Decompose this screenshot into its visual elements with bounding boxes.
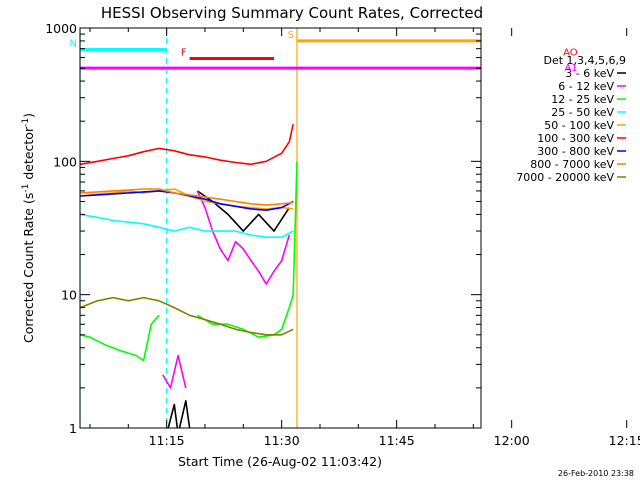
series-6-line-0 (80, 190, 294, 211)
series-2-line-0 (80, 314, 160, 362)
series-1-line-0 (162, 354, 187, 389)
series-8 (80, 289, 640, 354)
legend-label-2: 12 - 25 keV (551, 93, 614, 106)
series-2-line-2 (581, 275, 640, 335)
x-tick-label-4: 12:15 (609, 433, 640, 448)
annotation-label-0: N (70, 38, 77, 49)
chart-title: HESSI Observing Summary Count Rates, Cor… (101, 4, 483, 22)
y-tick-label-1: 10 (61, 288, 77, 303)
legend-label-4: 50 - 100 keV (544, 119, 614, 132)
annotation-label-3: F (181, 48, 187, 59)
legend-title: Det 1,3,4,5,6,9 (543, 54, 626, 67)
series-8-line-1 (581, 289, 640, 354)
series-7 (80, 188, 294, 206)
series-8-line-0 (80, 296, 294, 336)
series-7-line-0 (80, 188, 294, 206)
annotation-label-4: AO (563, 48, 578, 59)
annotation-label-5: A1 (564, 63, 577, 74)
legend-label-5: 100 - 300 keV (537, 132, 614, 145)
x-axis-label: Start Time (26-Aug-02 11:03:42) (178, 454, 382, 469)
series-2-line-1 (196, 161, 298, 338)
y-axis-label: Corrected Count Rate (s-1 detector-1) (21, 113, 36, 343)
y-tick-label-2: 100 (53, 154, 77, 169)
legend-label-6: 300 - 800 keV (537, 145, 614, 158)
series-3-line-1 (581, 202, 640, 232)
legend-label-1: 6 - 12 keV (558, 80, 614, 93)
series-3-line-0 (80, 213, 294, 238)
x-tick-label-3: 12:00 (494, 433, 530, 448)
series-0-line-2 (577, 364, 612, 428)
legend-label-7: 800 - 7000 keV (530, 158, 614, 171)
series-4-line-0 (80, 188, 294, 210)
y-tick-label-3: 1000 (45, 21, 77, 36)
legend-label-0: 3 - 6 keV (565, 67, 614, 80)
plot-frame (79, 27, 482, 429)
series-5 (80, 124, 294, 166)
legend-label-8: 7000 - 20000 keV (516, 171, 614, 184)
series-0-line-3 (619, 174, 640, 428)
series-5-line-0 (80, 124, 294, 166)
x-tick-label-0: 11:15 (149, 433, 185, 448)
annotation-label-2: S (288, 30, 294, 41)
series-0-line-0 (167, 400, 191, 428)
legend-label-3: 25 - 50 keV (551, 106, 614, 119)
x-tick-label-1: 11:30 (264, 433, 300, 448)
x-tick-label-2: 11:45 (379, 433, 415, 448)
series-1 (162, 186, 640, 389)
series-0 (167, 174, 640, 428)
y-tick-label-0: 1 (69, 421, 77, 436)
series-6 (80, 190, 294, 211)
timestamp: 26-Feb-2010 23:38 (558, 469, 634, 478)
series-1-line-2 (581, 186, 640, 372)
series-3 (80, 202, 640, 238)
